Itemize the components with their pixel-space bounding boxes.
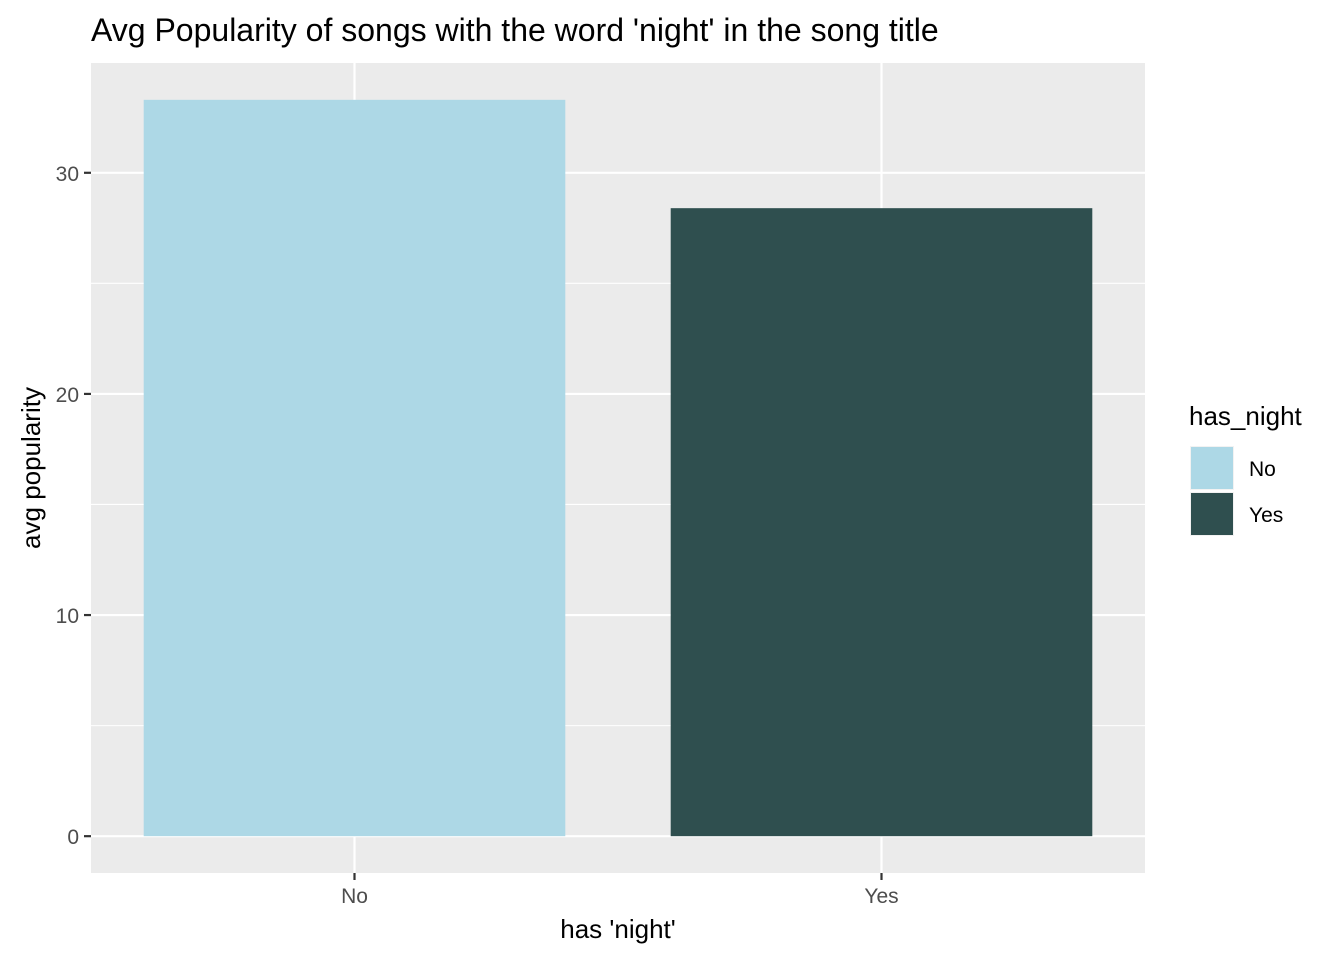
y-tick-label: 0	[67, 826, 79, 849]
x-tick-label: No	[341, 885, 368, 908]
legend-swatch-no	[1191, 447, 1233, 489]
bar-no	[143, 99, 566, 837]
chart-title: Avg Popularity of songs with the word 'n…	[91, 12, 939, 48]
legend-label: Yes	[1249, 504, 1283, 527]
bars	[143, 99, 1093, 837]
x-tick-label: Yes	[864, 885, 898, 908]
bar-yes	[670, 208, 1093, 837]
legend-label: No	[1249, 458, 1276, 481]
legend-items: No Yes	[1190, 446, 1283, 536]
legend-swatch-yes	[1191, 493, 1233, 535]
x-axis-title: has 'night'	[560, 914, 675, 944]
y-tick-label: 20	[56, 384, 79, 407]
axes: 0 10 20 30 No Yes	[56, 163, 899, 908]
y-axis-title: avg popularity	[16, 387, 46, 549]
y-tick-label: 30	[56, 163, 79, 186]
legend-title: has_night	[1189, 401, 1303, 431]
legend: has_night No Yes	[1189, 401, 1303, 536]
y-tick-label: 10	[56, 605, 79, 628]
